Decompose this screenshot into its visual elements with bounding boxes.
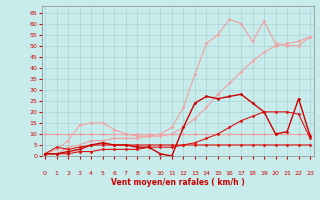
X-axis label: Vent moyen/en rafales ( km/h ): Vent moyen/en rafales ( km/h ) — [111, 178, 244, 187]
